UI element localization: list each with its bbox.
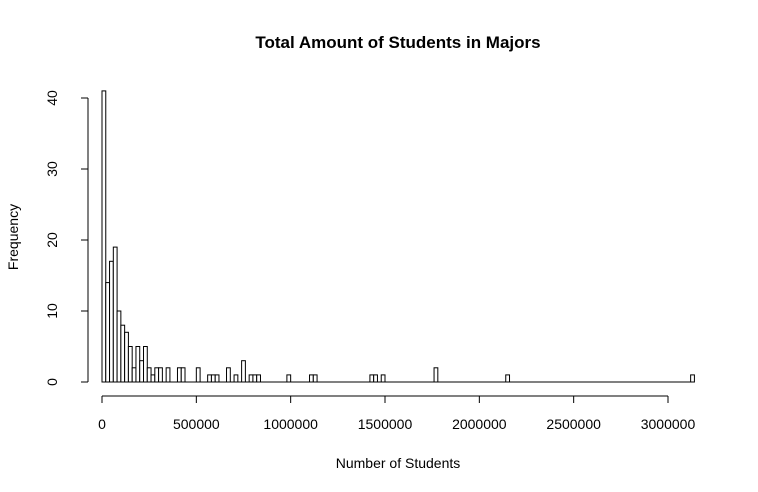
x-tick-label: 1500000 <box>358 416 413 432</box>
histogram-bar <box>116 310 122 383</box>
histogram-bar <box>120 324 126 383</box>
histogram-bar <box>124 331 129 383</box>
x-tick-label: 0 <box>98 416 106 432</box>
histogram-bar <box>139 360 144 383</box>
histogram-bar <box>180 367 186 383</box>
x-axis: 0 500000 1000000 1500000 2000000 2500000 30000… <box>98 395 696 432</box>
histogram-bar <box>252 374 258 383</box>
histogram-bar <box>256 374 261 383</box>
histogram-bar <box>309 374 314 383</box>
histogram-bar <box>154 367 160 383</box>
histogram-bar <box>690 374 695 383</box>
x-tick-label: 500000 <box>173 416 220 432</box>
histogram-bar <box>127 346 133 383</box>
histogram-bar <box>112 246 118 383</box>
y-tick-label: 0 <box>44 378 60 386</box>
x-axis-label: Number of Students <box>336 455 461 471</box>
histogram-bar <box>210 374 216 383</box>
y-tick-label: 20 <box>44 232 60 248</box>
y-tick-label: 30 <box>44 161 60 177</box>
y-tick-label: 10 <box>44 303 60 319</box>
x-tick-label: 3000000 <box>641 416 696 432</box>
histogram-bar <box>146 367 152 383</box>
histogram-bar <box>150 374 156 383</box>
histogram-bar <box>165 367 171 383</box>
histogram-bar <box>286 374 292 383</box>
histogram-bar <box>241 360 246 383</box>
histogram-bar <box>380 374 386 383</box>
histogram-bar <box>226 367 231 383</box>
histogram-bar <box>214 374 220 383</box>
histogram-bar <box>373 374 378 383</box>
histogram-bar <box>433 367 439 383</box>
histogram-bar <box>105 282 111 383</box>
histogram-bar <box>207 374 212 383</box>
histogram-bar <box>195 367 201 383</box>
histogram-bar <box>131 367 137 383</box>
histogram-bar <box>135 346 141 383</box>
histogram-bar <box>369 374 375 383</box>
histogram-bar <box>233 374 239 383</box>
y-tick-label: 40 <box>44 90 60 106</box>
histogram-bar <box>176 367 182 383</box>
x-tick-label: 1000000 <box>263 416 318 432</box>
y-axis-label: Frequency <box>5 204 21 270</box>
histogram-bar <box>101 90 107 383</box>
histogram-bar <box>312 374 318 383</box>
histogram-bar <box>505 374 511 383</box>
histogram-bars <box>101 90 695 383</box>
histogram-bar <box>143 346 148 383</box>
histogram-bar <box>248 374 254 383</box>
x-tick-label: 2500000 <box>546 416 601 432</box>
histogram-bar <box>109 260 114 383</box>
y-axis: 0 10 20 30 40 <box>44 90 89 386</box>
x-tick-label: 2000000 <box>452 416 507 432</box>
chart-title: Total Amount of Students in Majors <box>255 33 540 52</box>
histogram-bar <box>158 367 163 383</box>
